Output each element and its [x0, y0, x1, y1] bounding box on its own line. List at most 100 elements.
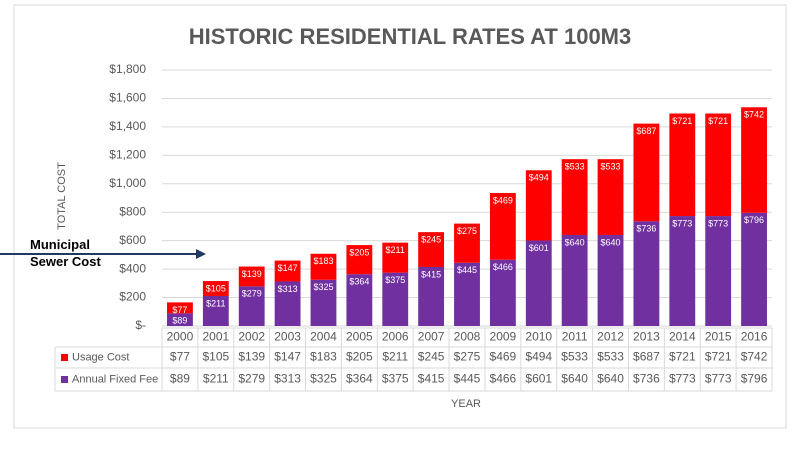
bar-segment: [382, 272, 409, 326]
table-cell: $687: [633, 350, 660, 364]
y-tick-label: $200: [119, 290, 146, 304]
table-cell: $183: [310, 350, 337, 364]
data-label: $533: [565, 162, 585, 172]
bar-segment: [741, 212, 767, 326]
data-label: $375: [385, 275, 405, 285]
legend-label: Annual Fixed Fee: [72, 373, 158, 385]
table-cell: $211: [203, 372, 229, 386]
data-label: $313: [278, 284, 298, 294]
y-tick-label: $600: [119, 233, 146, 247]
bar-segment: [167, 313, 193, 326]
x-tick-label: 2013: [633, 330, 660, 344]
x-tick-label: 2006: [382, 330, 409, 344]
x-tick-label: 2005: [346, 330, 373, 344]
bar-segment: [561, 234, 588, 326]
y-tick-label: $400: [119, 261, 146, 275]
data-label: $466: [493, 262, 513, 272]
bar-segment: [238, 266, 265, 287]
table-cell: $415: [418, 372, 445, 386]
bar-segment: [741, 107, 767, 213]
annotation-arrowhead: [196, 249, 206, 259]
chart-title: HISTORIC RESIDENTIAL RATES AT 100M3: [189, 24, 632, 49]
bar-segment: [633, 221, 660, 326]
data-label: $494: [529, 173, 549, 183]
table-cell: $601: [525, 372, 552, 386]
data-label: $325: [313, 282, 333, 292]
bar-segment: [346, 274, 373, 326]
data-label: $773: [708, 218, 728, 228]
bar-segment: [454, 262, 480, 326]
table-cell: $736: [633, 372, 660, 386]
table-cell: $773: [705, 372, 732, 386]
legend-swatch: [61, 376, 68, 383]
x-tick-label: 2009: [490, 330, 517, 344]
bar-segment: [202, 295, 229, 326]
data-label: $533: [601, 162, 621, 172]
data-label: $796: [744, 215, 764, 225]
data-label: $445: [457, 265, 477, 275]
bar-segment: [633, 123, 660, 222]
data-label: $415: [421, 269, 441, 279]
bar-segment: [561, 159, 588, 235]
data-label: $77: [172, 305, 187, 315]
x-tick-label: 2012: [597, 330, 624, 344]
data-label: $640: [601, 237, 621, 247]
bar-segment: [274, 281, 301, 326]
y-axis-label: TOTAL COST: [56, 162, 68, 230]
table-cell: $640: [597, 372, 624, 386]
table-cell: $77: [170, 350, 190, 364]
x-tick-label: 2008: [454, 330, 481, 344]
y-tick-label: $1,600: [109, 91, 146, 105]
x-axis-label: YEAR: [451, 398, 481, 410]
data-label: $211: [386, 245, 405, 255]
y-tick-label: $-: [135, 318, 146, 332]
bar-segment: [705, 113, 732, 217]
bar-segment: [454, 223, 480, 263]
table-cell: $139: [238, 350, 265, 364]
bar-segment: [669, 216, 696, 326]
data-label: $773: [672, 218, 692, 228]
table-cell: $721: [705, 350, 732, 364]
table-cell: $325: [310, 372, 337, 386]
bar-segment: [489, 193, 516, 260]
x-tick-label: 2004: [310, 330, 337, 344]
x-tick-label: 2002: [238, 330, 265, 344]
y-tick-label: $800: [119, 204, 146, 218]
table-cell: $742: [741, 350, 768, 364]
y-tick-label: $1,000: [109, 176, 146, 190]
bar-segment: [310, 253, 337, 280]
y-tick-label: $1,200: [109, 148, 146, 162]
data-label: $147: [278, 263, 298, 273]
table-cell: $721: [669, 350, 696, 364]
bar-segment: [346, 245, 373, 275]
annotation: Municipal Sewer Cost: [30, 237, 101, 269]
data-label: $279: [242, 289, 262, 299]
data-label: $469: [493, 195, 513, 205]
table-cell: $205: [346, 350, 373, 364]
table-cell: $533: [561, 350, 588, 364]
table-cell: $211: [382, 350, 408, 364]
bar-segment: [669, 113, 696, 217]
table-cell: $245: [418, 350, 445, 364]
bar-segment: [597, 234, 624, 326]
bar-segment: [418, 266, 445, 326]
x-tick-label: 2015: [705, 330, 732, 344]
bar-segment: [418, 232, 445, 267]
table-cell: $796: [741, 372, 768, 386]
bar-segment: [597, 159, 624, 235]
table-cell: $279: [238, 372, 265, 386]
table-cell: $469: [490, 350, 517, 364]
bar-segment: [705, 216, 732, 326]
x-tick-label: 2016: [741, 330, 768, 344]
data-label: $742: [744, 110, 764, 120]
data-label: $139: [242, 269, 262, 279]
table-cell: $466: [490, 372, 517, 386]
table-cell: $147: [274, 350, 301, 364]
bar-segment: [382, 242, 409, 273]
data-label: $105: [206, 283, 226, 293]
data-label: $211: [206, 298, 225, 308]
table-cell: $533: [597, 350, 624, 364]
data-label: $721: [708, 116, 728, 126]
